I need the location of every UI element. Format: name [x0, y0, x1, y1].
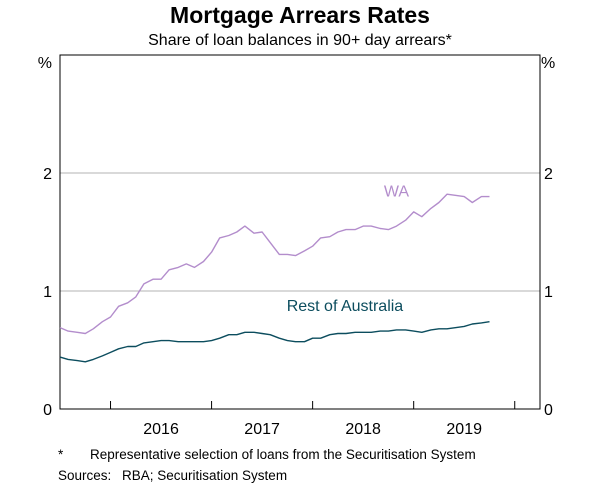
x-tick-label: 2019 — [446, 421, 482, 438]
footnote-marker: * — [58, 447, 64, 462]
y-tick-label-left: 0 — [43, 402, 52, 419]
series-line-rest-of-australia — [59, 321, 490, 363]
y-unit-left: % — [38, 55, 52, 72]
series-line-wa — [59, 193, 490, 335]
chart-subtitle: Share of loan balances in 90+ day arrear… — [148, 32, 452, 49]
sources-note: Sources: RBA; Securitisation System — [58, 468, 287, 483]
y-tick-label-right: 1 — [544, 284, 553, 301]
chart-title: Mortgage Arrears Rates — [170, 2, 430, 28]
footnote: * Representative selection of loans from … — [58, 447, 476, 462]
x-tick-label: 2018 — [345, 421, 381, 438]
x-tick-label: 2016 — [143, 421, 179, 438]
plot-frame — [59, 54, 541, 410]
sources-text: RBA; Securitisation System — [122, 468, 288, 483]
series-label-wa: WA — [384, 184, 410, 201]
series-label-rest-of-australia: Rest of Australia — [287, 298, 404, 315]
y-unit-right: % — [541, 55, 555, 72]
x-tick-label: 2017 — [244, 421, 280, 438]
sources-label: Sources: — [58, 468, 112, 483]
chart: 0 0 1 1 2 2% % 2016 2017 2018 2019 WA Rest of Austra… — [38, 54, 555, 438]
y-tick-label-right: 0 — [544, 402, 553, 419]
y-tick-label-left: 2 — [43, 166, 52, 183]
y-tick-label-right: 2 — [544, 166, 553, 183]
footnote-text: Representative selection of loans from t… — [90, 447, 476, 462]
y-tick-label-left: 1 — [43, 284, 52, 301]
